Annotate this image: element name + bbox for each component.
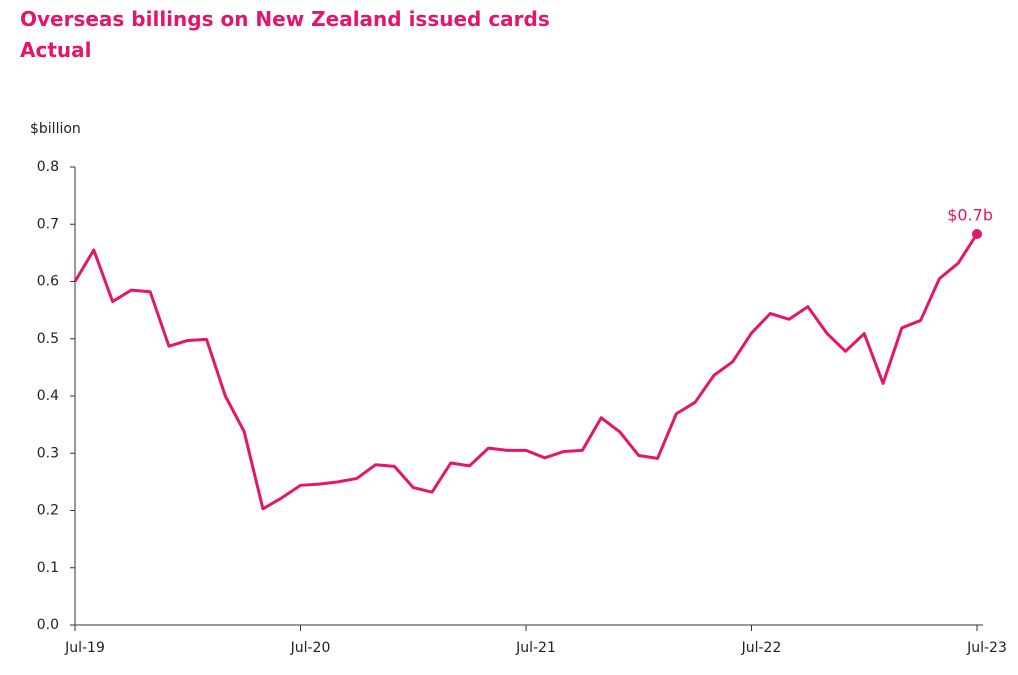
x-tick-label: Jul-23 [966,640,1007,656]
x-tick-label: Jul-22 [741,640,782,656]
end-point [972,228,982,239]
x-tick-label: Jul-20 [290,640,331,656]
y-tick-label: 0.0 [37,617,59,633]
x-tick-label: Jul-21 [515,640,556,656]
y-tick-label: 0.6 [37,274,59,290]
y-tick-label: 0.8 [37,159,59,175]
y-tick-label: 0.2 [37,503,59,519]
chart-subtitle: Actual [20,38,91,62]
annotation: $0.7b [947,205,993,224]
y-tick-label: 0.4 [37,388,59,404]
y-tick-label: 0.5 [37,331,59,347]
y-tick-label: 0.3 [37,445,59,461]
data-line [73,233,979,511]
chart-title: Overseas billings on New Zealand issued … [20,7,550,31]
y-tick-label: 0.7 [37,216,59,232]
x-tick-label: Jul-19 [64,640,105,656]
y-tick-label: 0.1 [37,560,59,576]
y-axis-label: $billion [30,121,81,137]
